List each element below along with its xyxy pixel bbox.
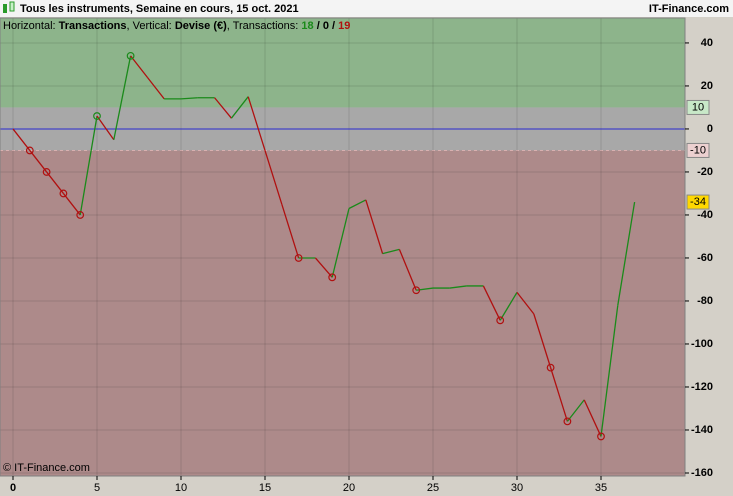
source: IT-Finance.com bbox=[649, 3, 729, 15]
last-value-label-box bbox=[686, 194, 710, 210]
line-segment bbox=[79, 115, 98, 216]
neutral: 0 bbox=[323, 20, 329, 32]
last-value-label: -34 bbox=[690, 196, 706, 208]
subtitle: Horizontal: Transactions, Vertical: Devi… bbox=[3, 20, 350, 32]
y-tick-label: -40 bbox=[697, 209, 713, 221]
band-upper bbox=[0, 18, 685, 108]
lower-threshold-label: -10 bbox=[690, 144, 706, 156]
line-segment bbox=[46, 171, 64, 194]
y-tick-label: 20 bbox=[701, 80, 713, 92]
line-segment bbox=[549, 367, 569, 422]
separator: / bbox=[332, 20, 335, 32]
point-marker bbox=[597, 432, 605, 441]
line-segment bbox=[247, 96, 266, 151]
line-segment bbox=[566, 399, 585, 422]
x-tick-label: 20 bbox=[343, 482, 355, 494]
point-marker bbox=[328, 273, 337, 282]
x-tick-label: 15 bbox=[259, 482, 271, 494]
line-segment bbox=[516, 291, 535, 315]
subtitle-part: Horizontal: bbox=[3, 20, 56, 32]
line-segment bbox=[314, 257, 333, 278]
y-tick-label: 0 bbox=[707, 123, 713, 135]
line-segment bbox=[62, 193, 81, 216]
x-tick-label: 35 bbox=[595, 482, 607, 494]
line-segment bbox=[281, 204, 300, 259]
y-tick-label: -120 bbox=[691, 381, 713, 393]
y-tick-label: -20 bbox=[697, 166, 713, 178]
line-segment bbox=[365, 199, 384, 254]
point-marker bbox=[76, 211, 85, 219]
title-bar bbox=[0, 0, 733, 17]
line-segment bbox=[600, 305, 619, 437]
plot-frame bbox=[0, 17, 686, 477]
line-segment bbox=[499, 292, 518, 321]
line-segment bbox=[533, 313, 552, 368]
separator: / bbox=[317, 20, 320, 32]
line-segment bbox=[398, 249, 417, 291]
point-marker bbox=[294, 254, 303, 262]
line-segment bbox=[230, 96, 249, 119]
line-segment bbox=[482, 285, 501, 321]
point-marker bbox=[496, 316, 505, 325]
upper-threshold-label: 10 bbox=[692, 101, 704, 113]
line-segment bbox=[113, 55, 132, 140]
line-segment bbox=[617, 201, 636, 306]
x-tick-label: 0 bbox=[10, 482, 16, 494]
chart-title: Tous les instruments, Semaine en cours, … bbox=[20, 3, 299, 15]
line-segment bbox=[96, 115, 115, 141]
subtitle-part: Transactions bbox=[59, 20, 127, 32]
subtitle-part: , Transactions: bbox=[227, 20, 299, 32]
point-marker bbox=[126, 51, 135, 60]
y-tick-label: -140 bbox=[691, 424, 713, 436]
losses: 19 bbox=[338, 20, 350, 32]
line-segment bbox=[264, 150, 283, 205]
line-segment bbox=[348, 199, 367, 210]
upper-threshold-label-box bbox=[686, 99, 710, 115]
y-tick-label: -60 bbox=[697, 252, 713, 264]
point-marker bbox=[412, 286, 421, 295]
y-tick-label: -100 bbox=[691, 338, 713, 350]
line-segment bbox=[29, 150, 48, 173]
point-marker bbox=[42, 168, 51, 176]
line-segment bbox=[214, 97, 232, 119]
x-tick-label: 30 bbox=[511, 482, 523, 494]
point-marker bbox=[25, 146, 34, 155]
point-marker bbox=[563, 417, 572, 426]
icon bbox=[9, 1, 15, 12]
line-segment bbox=[130, 55, 148, 78]
copyright: © IT-Finance.com bbox=[3, 462, 90, 474]
line-segment bbox=[180, 97, 198, 100]
y-tick-label: -160 bbox=[691, 467, 713, 479]
lower-threshold-label-box bbox=[686, 142, 710, 158]
line-segment bbox=[12, 128, 31, 151]
icon bbox=[3, 4, 7, 13]
x-tick-label: 10 bbox=[175, 482, 187, 494]
band-lower bbox=[0, 150, 685, 476]
subtitle-part: Devise (€) bbox=[175, 20, 227, 32]
x-tick-label: 25 bbox=[427, 482, 439, 494]
y-tick-label: 40 bbox=[701, 37, 713, 49]
line-segment bbox=[449, 285, 467, 289]
gains: 18 bbox=[301, 20, 313, 32]
point-marker bbox=[546, 363, 555, 372]
line-segment bbox=[146, 76, 165, 100]
line-segment bbox=[331, 208, 350, 278]
line-segment bbox=[583, 399, 602, 437]
subtitle-part: , Vertical: bbox=[127, 20, 172, 32]
point-marker bbox=[93, 112, 101, 120]
y-tick-label: -80 bbox=[697, 295, 713, 307]
line-segment bbox=[382, 248, 400, 255]
x-tick-label: 5 bbox=[94, 482, 100, 494]
point-marker bbox=[59, 189, 68, 198]
